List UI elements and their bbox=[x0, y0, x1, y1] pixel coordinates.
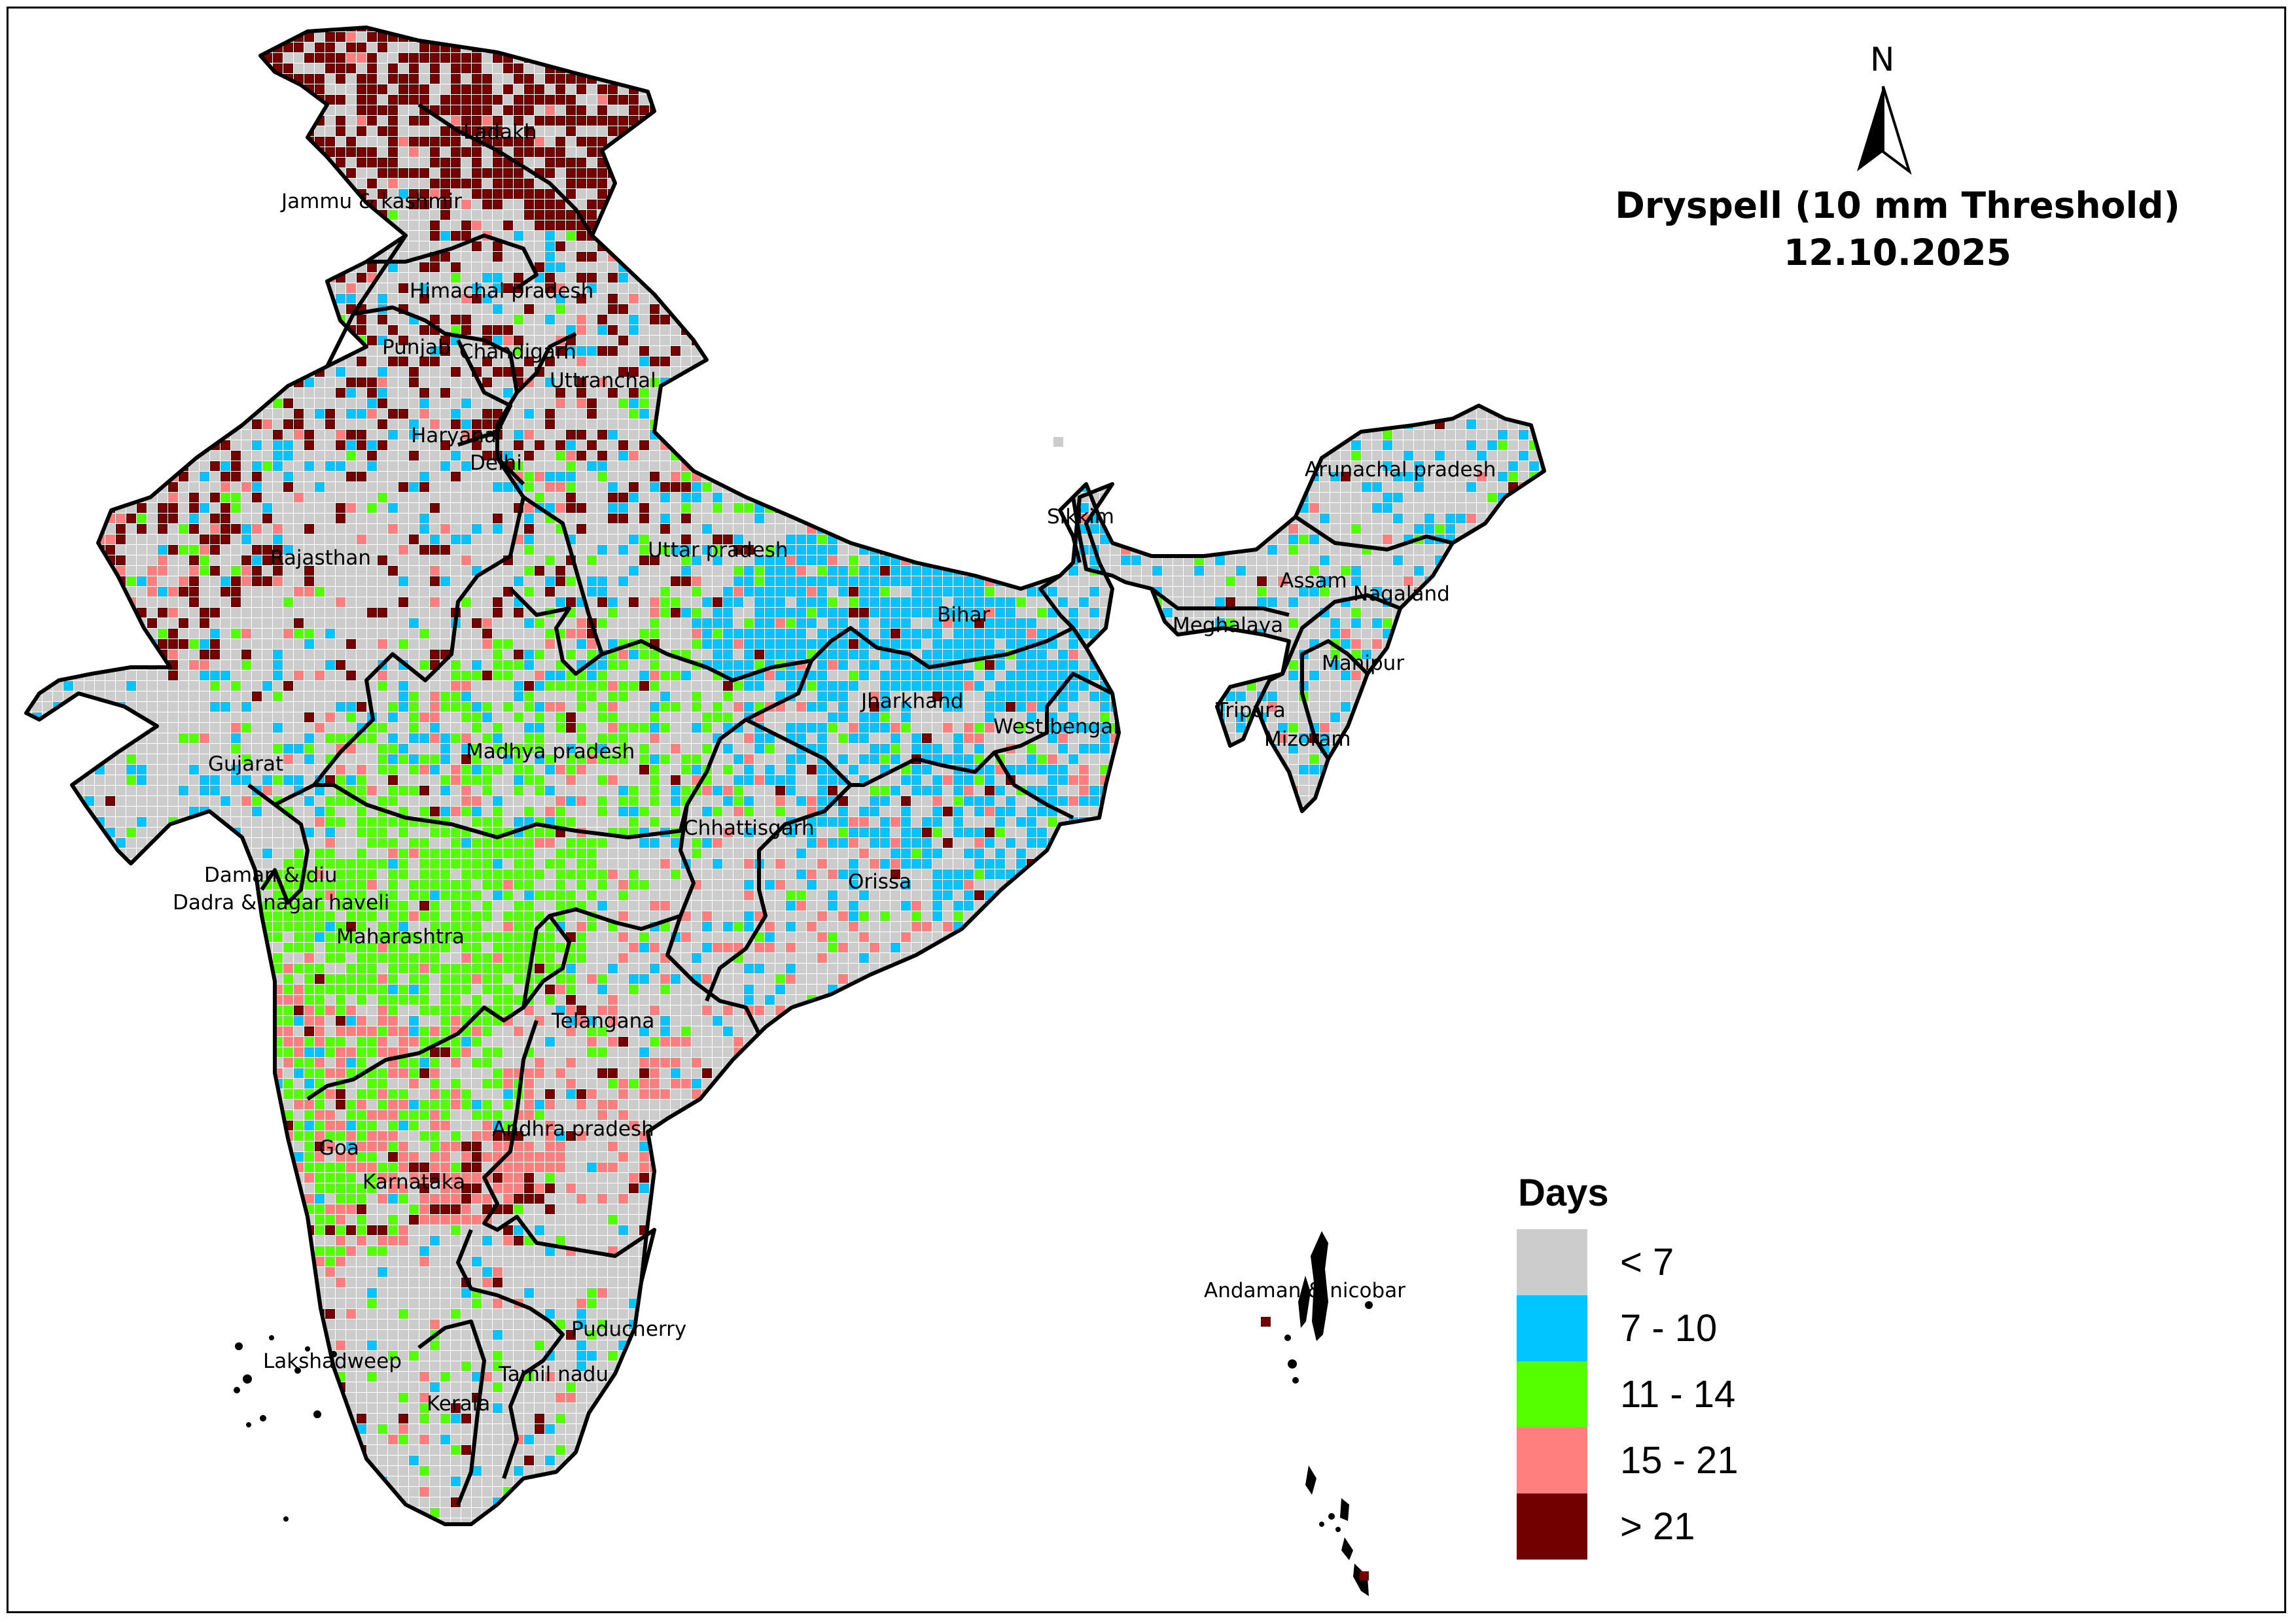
legend-label: < 7 bbox=[1620, 1241, 1674, 1283]
label-andaman-nicobar: Andaman & nicobar bbox=[1204, 1279, 1405, 1302]
north-arrow-icon bbox=[1857, 86, 1912, 175]
north-label: N bbox=[1870, 41, 1895, 79]
label-assam: Assam bbox=[1280, 569, 1347, 593]
label-uttar-pradesh: Uttar pradesh bbox=[648, 538, 788, 562]
title-line-1: Dryspell (10 mm Threshold) bbox=[1615, 184, 2180, 226]
label-punjab: Punjab bbox=[382, 336, 451, 359]
legend-item: 7 - 10 bbox=[1517, 1295, 1739, 1361]
label-west-bengal: West bengal bbox=[993, 715, 1119, 739]
label-uttranchal: Uttranchal bbox=[550, 369, 656, 393]
label-karnataka: Karnataka bbox=[362, 1170, 465, 1194]
label-ladakh: Ladakh bbox=[463, 120, 537, 144]
legend-swatch bbox=[1517, 1493, 1587, 1560]
legend-title: Days bbox=[1518, 1172, 1609, 1214]
label-delhi: Delhi bbox=[470, 451, 522, 475]
label-daman-diu: Daman & diu bbox=[204, 864, 338, 887]
label-goa: Goa bbox=[319, 1136, 359, 1160]
legend-swatch bbox=[1517, 1295, 1587, 1361]
label-himachal-pradesh: Himachal pradesh bbox=[410, 279, 593, 303]
state-boundaries bbox=[24, 26, 1546, 1526]
label-nagaland: Nagaland bbox=[1353, 582, 1450, 606]
legend-swatch bbox=[1517, 1229, 1587, 1295]
label-sikkim: Sikkim bbox=[1047, 505, 1114, 529]
legend-item: 11 - 14 bbox=[1517, 1361, 1739, 1427]
label-jammu-kashmir: Jammu & kashmir bbox=[280, 190, 462, 213]
legend-label: 7 - 10 bbox=[1620, 1307, 1718, 1350]
label-kerala: Kerala bbox=[427, 1392, 490, 1416]
title-date: 12.10.2025 bbox=[1784, 232, 2011, 273]
mainland-outline bbox=[24, 26, 1121, 1526]
label-puducherry: Puducherry bbox=[571, 1318, 686, 1341]
label-meghalaya: Meghalaya bbox=[1173, 614, 1283, 637]
label-haryana: Haryana bbox=[411, 424, 497, 447]
legend-item: < 7 bbox=[1517, 1229, 1739, 1295]
north-arrow: N bbox=[1844, 41, 1922, 181]
label-arunachal-pradesh: Arunachal pradesh bbox=[1305, 458, 1496, 481]
andaman-nicobar-islands bbox=[1261, 1231, 1373, 1596]
islands bbox=[234, 1231, 1373, 1596]
label-jharkhand: Jharkhand bbox=[860, 689, 963, 713]
label-mizoram: Mizoram bbox=[1264, 727, 1351, 751]
label-chandigarh: Chandigarh bbox=[459, 340, 576, 364]
legend-swatch bbox=[1517, 1361, 1587, 1427]
legend-label: 15 - 21 bbox=[1620, 1439, 1739, 1482]
label-chhattisgarh: Chhattisgarh bbox=[684, 816, 815, 840]
label-rajasthan: Rajasthan bbox=[270, 546, 371, 570]
label-lakshadweep: Lakshadweep bbox=[263, 1350, 402, 1373]
label-dadra-nagar-haveli: Dadra & nagar haveli bbox=[173, 891, 389, 915]
state-labels: Ladakh Jammu & kashmir Himachal pradesh … bbox=[173, 120, 1496, 1416]
dryspell-grid-mainland bbox=[26, 27, 1119, 1524]
lakshadweep-islands bbox=[234, 1335, 337, 1522]
label-tripura: Tripura bbox=[1215, 699, 1286, 722]
label-gujarat: Gujarat bbox=[208, 752, 283, 776]
legend-item: 15 - 21 bbox=[1517, 1427, 1739, 1493]
label-maharashtra: Maharashtra bbox=[336, 925, 465, 949]
legend: Days < 7 7 - 10 11 - 14 15 - 21 > 21 bbox=[1517, 1171, 1739, 1560]
legend-swatch bbox=[1517, 1427, 1587, 1493]
northeast-outline bbox=[1071, 404, 1546, 813]
isolated-grid-cell bbox=[1053, 437, 1063, 447]
label-manipur: Manipur bbox=[1322, 652, 1404, 675]
label-orissa: Orissa bbox=[848, 870, 911, 894]
label-bihar: Bihar bbox=[937, 603, 991, 627]
map-title: Dryspell (10 mm Threshold) 12.10.2025 bbox=[1570, 182, 2225, 276]
legend-label: 11 - 14 bbox=[1620, 1373, 1736, 1416]
map-frame bbox=[7, 7, 2286, 1613]
label-telangana: Telangana bbox=[551, 1009, 654, 1033]
legend-item: > 21 bbox=[1517, 1493, 1739, 1560]
label-madhya-pradesh: Madhya pradesh bbox=[466, 740, 635, 763]
label-tamil-nadu: Tamil nadu bbox=[498, 1363, 609, 1386]
label-andhra-pradesh: Andhra pradesh bbox=[492, 1117, 654, 1141]
legend-label: > 21 bbox=[1620, 1505, 1695, 1548]
